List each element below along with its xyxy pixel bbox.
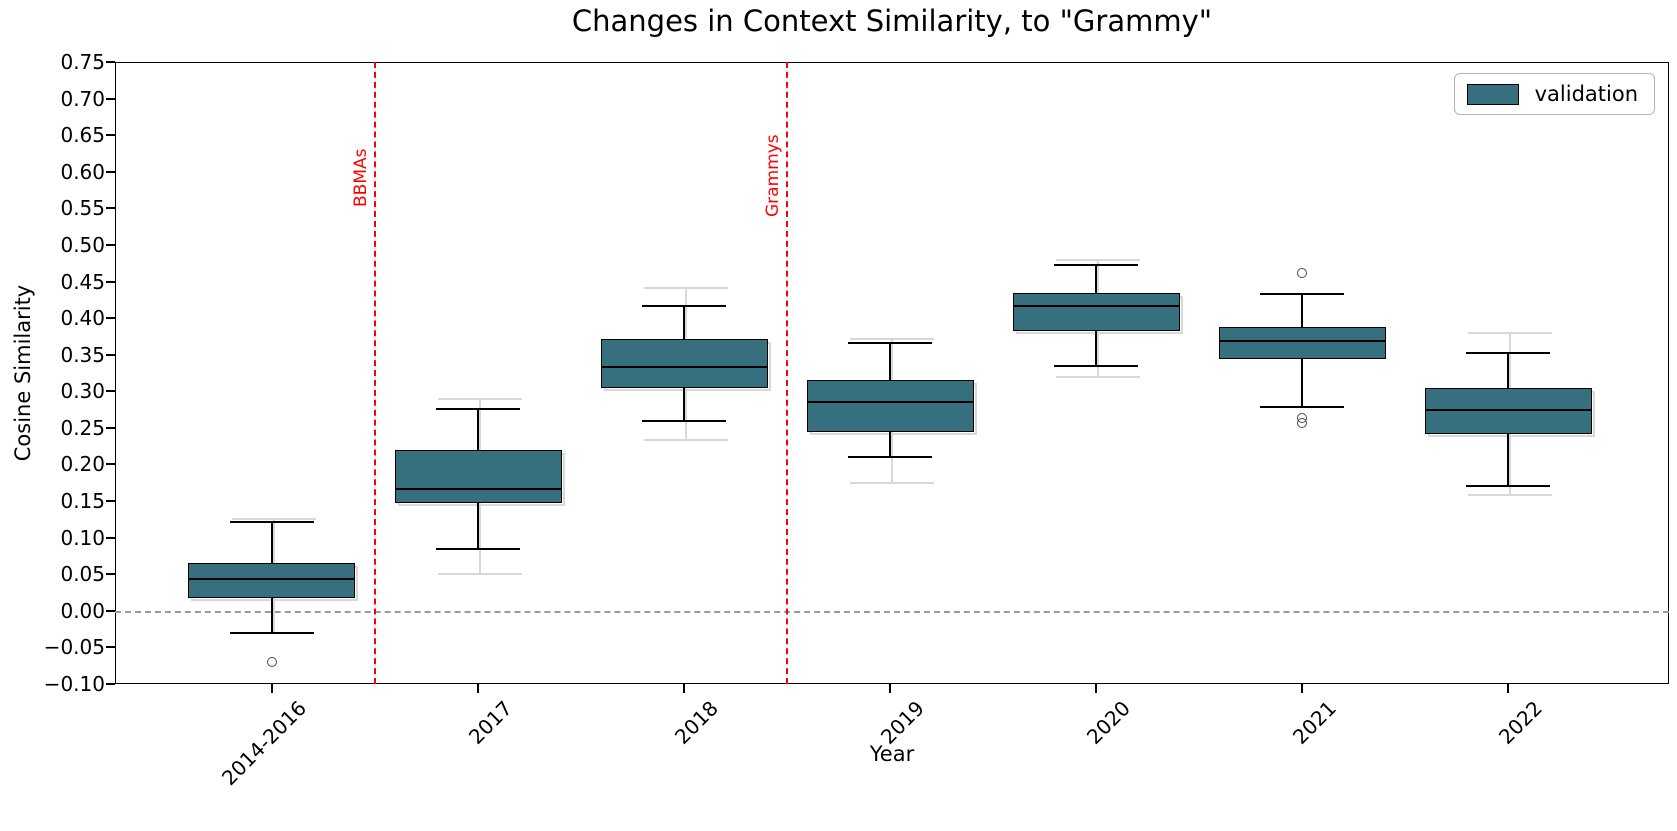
x-tick-mark bbox=[270, 684, 273, 693]
box-2021 bbox=[1218, 326, 1386, 360]
median-line bbox=[1424, 408, 1592, 411]
y-tick-mark bbox=[106, 463, 115, 466]
y-tick-label: 0.55 bbox=[60, 196, 105, 221]
y-tick-mark bbox=[106, 426, 115, 429]
y-tick-label: 0.00 bbox=[60, 598, 105, 623]
y-tick-label: 0.35 bbox=[60, 342, 105, 367]
whisker-cap-bottom bbox=[1054, 365, 1139, 368]
whisker-cap-top bbox=[1054, 264, 1139, 267]
x-axis-label: Year bbox=[869, 742, 915, 766]
shadow-whisker-cap-bottom bbox=[850, 482, 935, 485]
y-tick-mark bbox=[106, 500, 115, 503]
shadow-whisker-cap-top bbox=[231, 517, 316, 520]
whisker-cap-bottom bbox=[229, 631, 314, 634]
shadow-whisker-cap-bottom bbox=[1468, 494, 1553, 497]
y-tick-mark bbox=[106, 390, 115, 393]
whisker-cap-top bbox=[229, 520, 314, 523]
y-tick-label: 0.65 bbox=[60, 123, 105, 148]
y-tick-label: 0.10 bbox=[60, 525, 105, 550]
box-2019 bbox=[806, 380, 974, 432]
y-tick-label: 0.15 bbox=[60, 489, 105, 514]
y-tick-mark bbox=[106, 280, 115, 283]
zero-reference-line bbox=[115, 610, 1669, 613]
shadow-whisker-cap-bottom bbox=[644, 439, 729, 442]
outlier-point bbox=[1297, 417, 1308, 428]
x-tick-mark bbox=[1095, 684, 1098, 693]
event-line-grammys bbox=[786, 62, 789, 684]
box-2020 bbox=[1012, 293, 1180, 332]
y-tick-mark bbox=[106, 207, 115, 210]
event-label-grammys: Grammys bbox=[763, 134, 784, 218]
whisker-cap-bottom bbox=[436, 547, 520, 550]
y-tick-label: 0.20 bbox=[60, 452, 105, 477]
whisker-cap-bottom bbox=[848, 456, 933, 459]
whisker-cap-top bbox=[642, 304, 727, 307]
legend-swatch-validation bbox=[1466, 83, 1519, 105]
y-tick-mark bbox=[106, 646, 115, 649]
median-line bbox=[806, 400, 974, 403]
x-tick-mark bbox=[889, 684, 892, 693]
y-tick-label: 0.60 bbox=[60, 159, 105, 184]
box-2014-2016 bbox=[188, 562, 356, 598]
shadow-whisker-cap-top bbox=[644, 287, 729, 290]
y-tick-mark bbox=[106, 243, 115, 246]
y-tick-label: 0.70 bbox=[60, 86, 105, 111]
y-tick-mark bbox=[106, 317, 115, 320]
shadow-whisker-cap-top bbox=[438, 397, 522, 400]
x-tick-mark bbox=[683, 684, 686, 693]
shadow-whisker-cap-bottom bbox=[1056, 375, 1141, 378]
y-tick-label: 0.25 bbox=[60, 415, 105, 440]
whisker-cap-top bbox=[1260, 292, 1345, 295]
y-tick-label: 0.45 bbox=[60, 269, 105, 294]
median-line bbox=[394, 488, 562, 491]
y-tick-mark bbox=[106, 97, 115, 100]
outlier-point bbox=[266, 657, 277, 668]
shadow-whisker-cap-top bbox=[1056, 259, 1141, 262]
whisker-cap-bottom bbox=[642, 420, 727, 423]
y-tick-label: 0.05 bbox=[60, 562, 105, 587]
x-tick-mark bbox=[1507, 684, 1510, 693]
whisker-cap-top bbox=[848, 341, 933, 344]
y-tick-label: 0.75 bbox=[60, 50, 105, 74]
median-line bbox=[600, 366, 768, 369]
median-line bbox=[1012, 304, 1180, 307]
event-label-bbmas: BBMAs bbox=[350, 148, 371, 207]
legend: validation bbox=[1453, 73, 1655, 115]
y-tick-label: −0.10 bbox=[43, 672, 105, 696]
legend-label: validation bbox=[1534, 82, 1638, 106]
y-tick-label: 0.30 bbox=[60, 379, 105, 404]
x-tick-mark bbox=[1301, 684, 1304, 693]
chart-title: Changes in Context Similarity, to "Gramm… bbox=[571, 4, 1213, 38]
y-tick-mark bbox=[106, 536, 115, 539]
y-tick-label: −0.05 bbox=[43, 635, 105, 660]
shadow-whisker-cap-top bbox=[850, 337, 935, 340]
y-axis-label: Cosine Similarity bbox=[11, 284, 35, 462]
box-2018 bbox=[600, 339, 768, 388]
x-tick-mark bbox=[477, 684, 479, 693]
box-2022 bbox=[1424, 387, 1592, 435]
y-tick-mark bbox=[106, 170, 115, 173]
event-line-bbmas bbox=[373, 62, 376, 684]
y-tick-label: 0.50 bbox=[60, 232, 105, 257]
whisker-cap-bottom bbox=[1260, 405, 1345, 408]
y-tick-mark bbox=[106, 61, 115, 63]
whisker-cap-top bbox=[1466, 352, 1551, 355]
median-line bbox=[1218, 339, 1386, 342]
y-tick-mark bbox=[106, 683, 115, 685]
shadow-whisker-cap-bottom bbox=[438, 573, 522, 576]
median-line bbox=[188, 577, 356, 580]
whisker-cap-bottom bbox=[1466, 485, 1551, 488]
y-tick-mark bbox=[106, 609, 115, 612]
shadow-whisker-cap-top bbox=[1468, 331, 1553, 334]
y-tick-label: 0.40 bbox=[60, 306, 105, 331]
whisker-cap-top bbox=[436, 407, 520, 410]
y-tick-mark bbox=[106, 573, 115, 576]
outlier-point bbox=[1297, 267, 1308, 278]
box-2017 bbox=[394, 449, 562, 504]
y-tick-mark bbox=[106, 353, 115, 356]
y-tick-mark bbox=[106, 134, 115, 137]
